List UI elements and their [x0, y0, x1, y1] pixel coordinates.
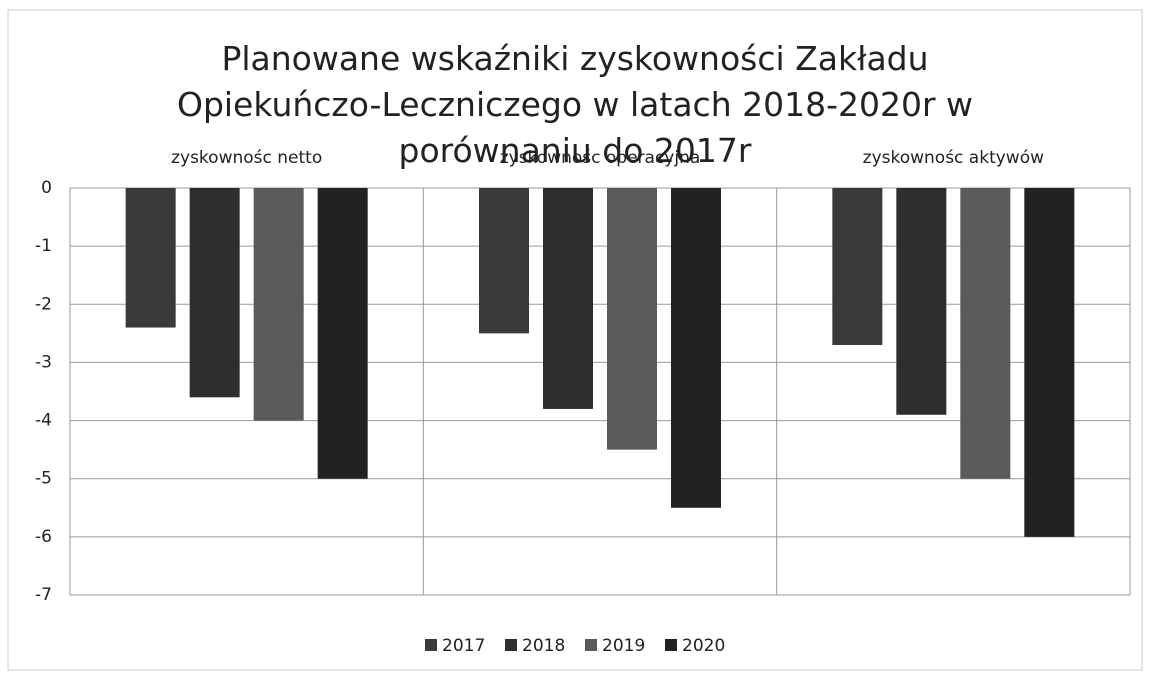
bar [189, 188, 240, 398]
bar [479, 188, 529, 334]
legend-label: 2020 [682, 636, 725, 656]
legend-label: 2017 [442, 636, 485, 656]
legend-swatch [665, 639, 677, 651]
legend-label: 2019 [602, 636, 645, 656]
legend-label: 2018 [522, 636, 565, 656]
category-label: zyskownośc netto [171, 148, 322, 168]
y-tick-label: -1 [35, 236, 52, 256]
bar [607, 188, 657, 450]
y-tick-label: -6 [35, 527, 52, 547]
bar [1024, 188, 1075, 537]
y-tick-label: -5 [35, 469, 52, 489]
category-label: zyskownośc operacyjna [500, 148, 701, 168]
bar [253, 188, 304, 421]
legend-swatch [425, 639, 437, 651]
legend-swatch [585, 639, 597, 651]
y-tick-label: -2 [35, 294, 52, 314]
y-tick-label: 0 [41, 178, 52, 198]
legend-swatch [505, 639, 517, 651]
category-label: zyskownośc aktywów [863, 148, 1044, 168]
y-tick-label: -3 [35, 352, 52, 372]
bar [960, 188, 1011, 479]
bar [543, 188, 593, 409]
bar [671, 188, 721, 508]
bar [896, 188, 947, 415]
bar [125, 188, 176, 328]
chart-title: Planowane wskaźniki zyskowności Zakładu … [176, 39, 974, 170]
bar [832, 188, 883, 345]
y-tick-label: -4 [35, 411, 52, 431]
y-tick-label: -7 [35, 585, 52, 605]
frame [7, 9, 1143, 671]
bar [317, 188, 368, 479]
